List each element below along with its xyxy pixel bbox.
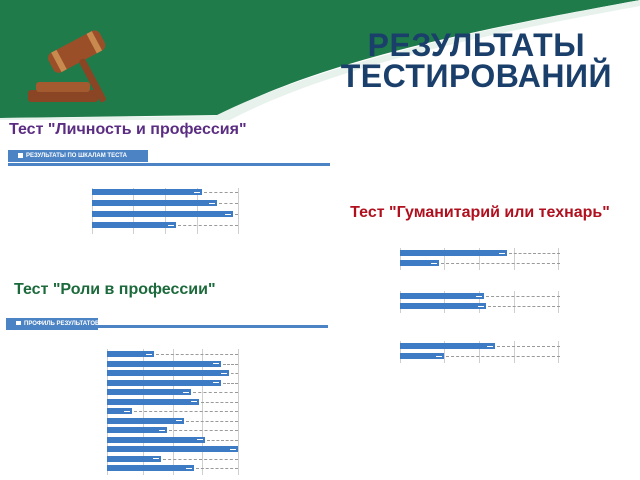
grid-line [238, 349, 239, 475]
grid-line [479, 341, 480, 363]
score-bar [400, 343, 495, 349]
scale-dash-line [235, 214, 238, 215]
row-label-left [0, 369, 102, 377]
score-bar [107, 408, 132, 414]
score-bar [107, 417, 185, 424]
panel-square-icon [18, 152, 23, 158]
grid-line [558, 291, 559, 313]
score-bar [400, 250, 508, 256]
row-label-left [0, 417, 102, 425]
test3-panel-line [6, 325, 328, 328]
scale-dash-line [200, 401, 238, 403]
row-label-left [0, 464, 102, 472]
test2-title: Тест "Гуманитарий или технарь" [350, 204, 610, 221]
score-bar [400, 353, 444, 359]
score-bar [107, 427, 167, 433]
grid-line [558, 341, 559, 363]
score-bar [107, 351, 154, 357]
score-bar [107, 465, 195, 471]
scale-dash-line [222, 363, 238, 365]
scale-dash-line [445, 356, 560, 357]
header-background [0, 0, 640, 120]
page-title: РЕЗУЛЬТАТЫ ТЕСТИРОВАНИЙ [340, 27, 612, 94]
grid-line [479, 248, 480, 270]
score-bar [92, 211, 234, 217]
scale-dash-line [193, 392, 238, 393]
scale-dash-line [222, 382, 238, 384]
score-bar [107, 398, 199, 405]
gavel-icon [28, 30, 106, 103]
scale-dash-line [486, 296, 560, 297]
scale-dash-line [488, 306, 560, 307]
scale-dash-line [133, 411, 238, 412]
row-label-left [0, 249, 390, 257]
panel-square-icon [16, 320, 21, 326]
row-label-left [0, 407, 102, 415]
grid-line [479, 291, 480, 313]
scale-dash-line [206, 439, 238, 441]
row-label-left [0, 398, 102, 406]
scale-dash-line [178, 225, 238, 226]
score-bar [107, 389, 192, 395]
scale-dash-line [186, 420, 238, 422]
row-label-left [0, 426, 102, 434]
scale-dash-line [496, 346, 560, 347]
row-label-left [0, 445, 102, 453]
row-label-left [0, 379, 102, 387]
grid-line [514, 248, 516, 270]
row-label-left [0, 350, 102, 358]
test1-title: Тест "Личность и профессия" [9, 121, 247, 138]
scale-dash-line [440, 263, 560, 264]
grid-line [443, 248, 445, 270]
scale-dash-line [155, 354, 238, 355]
score-bar [92, 222, 177, 228]
row-label-left [0, 388, 102, 396]
test3-title: Тест "Роли в профессии" [14, 281, 216, 298]
scale-dash-line [509, 253, 560, 254]
score-bar [107, 370, 230, 376]
grid-line [514, 341, 516, 363]
test1-panel-header: РЕЗУЛЬТАТЫ ПО ШКАЛАМ ТЕСТА [8, 150, 148, 162]
score-bar [400, 260, 439, 266]
grid-line [400, 291, 401, 313]
scale-dash-line [204, 192, 238, 193]
grid-line [238, 188, 239, 234]
score-bar [107, 455, 161, 462]
scale-dash-line [168, 430, 238, 431]
test1-panel-line [8, 163, 330, 166]
score-bar [107, 446, 238, 452]
row-label-left [0, 360, 102, 368]
grid-line [443, 341, 445, 363]
grid-line [400, 248, 401, 270]
row-label-left [0, 455, 102, 463]
row-label-left [0, 199, 86, 207]
score-bar [107, 360, 221, 367]
grid-line [443, 291, 445, 313]
grid-line [400, 341, 401, 363]
score-bar [92, 189, 203, 195]
row-label-left [0, 259, 390, 267]
grid-line [558, 248, 559, 270]
score-bar [107, 436, 205, 443]
row-label-left [0, 436, 102, 444]
score-bar [400, 293, 485, 299]
row-label-left [0, 221, 86, 229]
scale-dash-line [218, 203, 238, 204]
row-label-left [0, 302, 390, 310]
row-label-left [0, 188, 86, 196]
score-bar [92, 200, 217, 206]
scale-dash-line [231, 373, 238, 374]
score-bar [400, 303, 487, 309]
grid-line [514, 291, 516, 313]
scale-dash-line [162, 458, 238, 460]
test3-panel-header: ПРОФИЛЬ РЕЗУЛЬТАТОВ [6, 318, 99, 330]
row-label-left [0, 210, 86, 218]
scale-dash-line [196, 468, 238, 469]
row-label-left [0, 292, 390, 300]
row-label-left [0, 342, 390, 350]
score-bar [107, 379, 221, 386]
